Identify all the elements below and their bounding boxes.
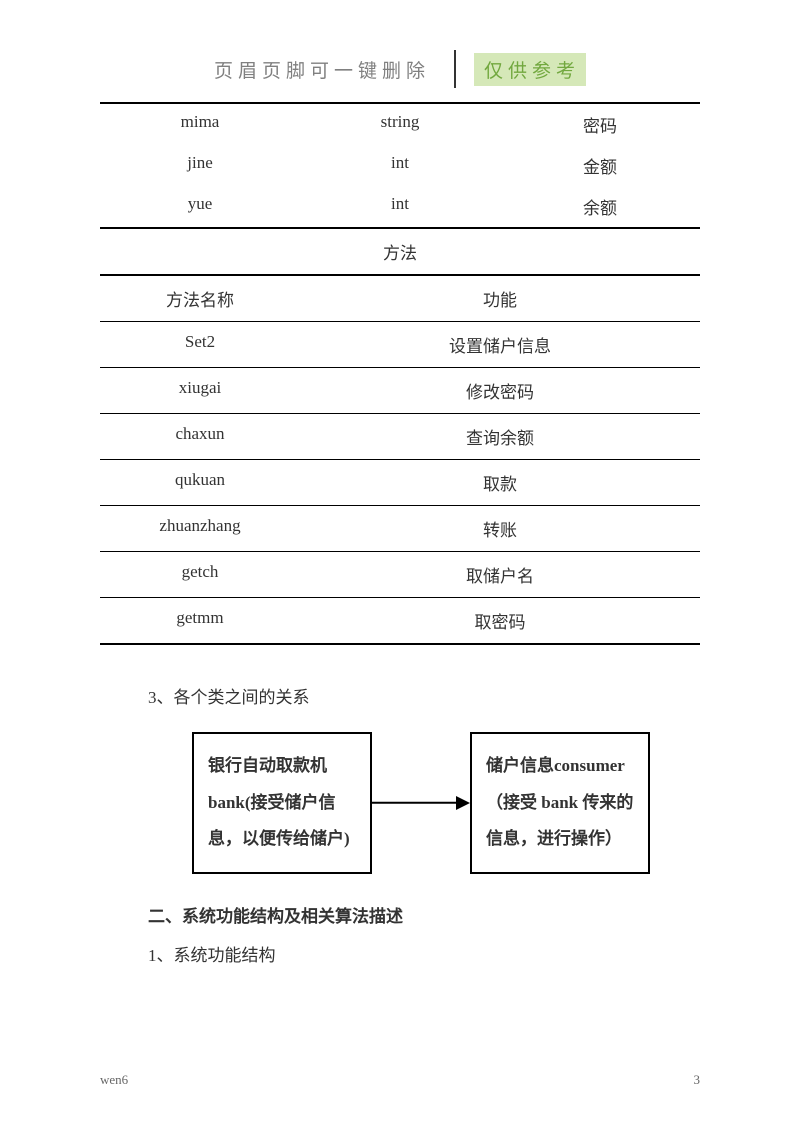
arrow-icon [372,801,470,805]
section2-item1: 1、系统功能结构 [100,941,700,966]
method-func: 查询余额 [300,424,700,449]
attr-desc: 金额 [500,153,700,178]
hr-methods-bottom [100,643,700,645]
footer-page-number: 3 [694,1072,701,1088]
table-row: qukuan 取款 [100,460,700,506]
section3-heading: 3、各个类之间的关系 [100,683,700,708]
table-row: mima string 密码 [100,104,700,145]
methods-table: 方法名称 功能 Set2 设置储户信息 xiugai 修改密码 chaxun 查… [100,276,700,643]
attributes-table: mima string 密码 jine int 金额 yue int 余额 [100,104,700,227]
table-row: getch 取储户名 [100,552,700,598]
page-footer: wen6 3 [100,1072,700,1088]
diagram-box-bank: 银行自动取款机 bank(接受储户信息，以便传给储户) [192,732,372,874]
attr-type: int [300,153,500,178]
methods-section-title: 方法 [100,229,700,274]
method-name: Set2 [100,332,300,357]
table-row: zhuanzhang 转账 [100,506,700,552]
header-badge: 仅供参考 [474,53,586,86]
attr-type: string [300,112,500,137]
table-row: Set2 设置储户信息 [100,322,700,368]
attr-desc: 密码 [500,112,700,137]
diagram-box-consumer: 储户信息consumer（接受 bank 传来的信息，进行操作） [470,732,650,874]
footer-left: wen6 [100,1072,128,1088]
method-name: xiugai [100,378,300,403]
table-row: getmm 取密码 [100,598,700,643]
method-name: zhuanzhang [100,516,300,541]
method-name: chaxun [100,424,300,449]
attr-type: int [300,194,500,219]
method-func: 设置储户信息 [300,332,700,357]
header-left-text: 页眉页脚可一键删除 [214,56,454,83]
method-func: 转账 [300,516,700,541]
method-func: 取储户名 [300,562,700,587]
attr-name: jine [100,153,300,178]
page-header: 页眉页脚可一键删除 仅供参考 [100,50,700,88]
method-name: getch [100,562,300,587]
method-name: getmm [100,608,300,633]
method-func: 取款 [300,470,700,495]
section2-heading: 二、系统功能结构及相关算法描述 [100,902,700,927]
class-relation-diagram: 银行自动取款机 bank(接受储户信息，以便传给储户) 储户信息consumer… [100,732,700,874]
method-func: 取密码 [300,608,700,633]
attr-name: mima [100,112,300,137]
table-row: chaxun 查询余额 [100,414,700,460]
document-page: 页眉页脚可一键删除 仅供参考 mima string 密码 jine int 金… [0,0,800,1132]
methods-header-row: 方法名称 功能 [100,276,700,322]
table-row: jine int 金额 [100,145,700,186]
method-func: 修改密码 [300,378,700,403]
attr-desc: 余额 [500,194,700,219]
header-divider [454,50,456,88]
method-name: qukuan [100,470,300,495]
table-row: yue int 余额 [100,186,700,227]
methods-header-name: 方法名称 [100,286,300,311]
table-row: xiugai 修改密码 [100,368,700,414]
methods-header-func: 功能 [300,286,700,311]
attr-name: yue [100,194,300,219]
